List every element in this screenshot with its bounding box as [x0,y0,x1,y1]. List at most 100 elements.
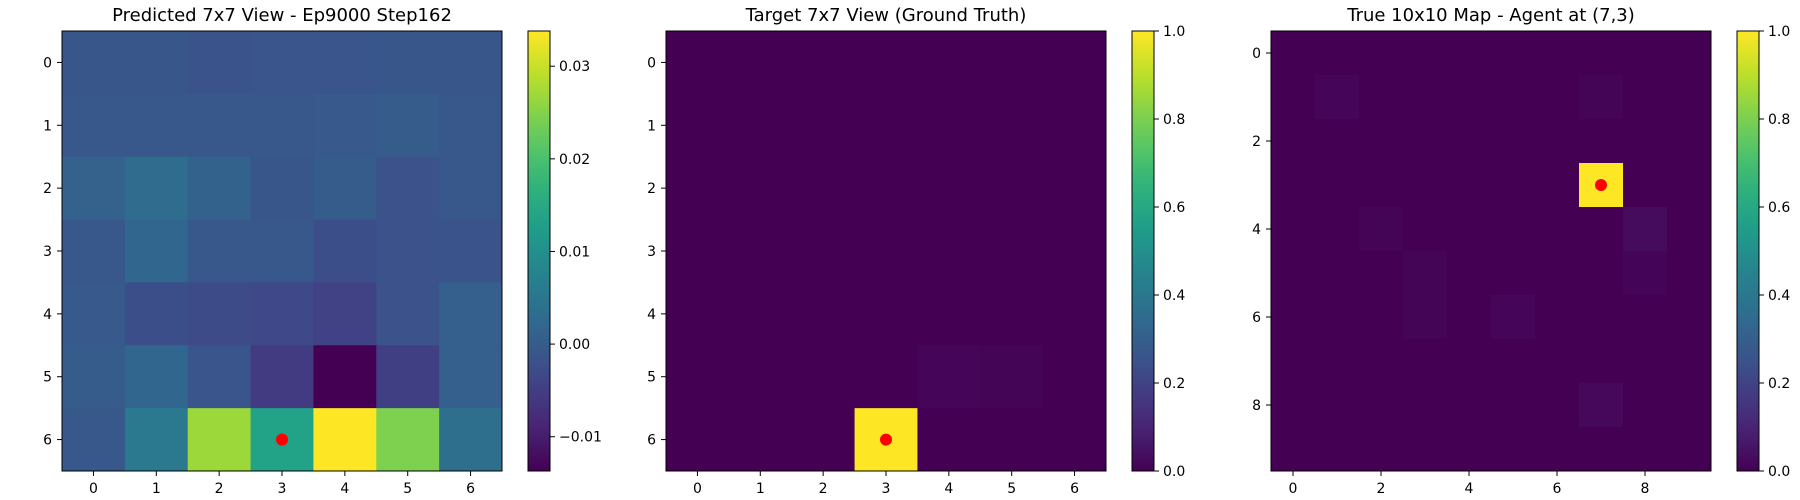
heatmap-cell-r6-c8 [1623,295,1668,340]
heatmap-cell-r3-c5 [1491,163,1536,208]
heatmap-cell-r4-c0 [62,282,126,346]
heatmap-cell-r2-c3 [854,156,918,221]
heatmap-cell-r2-c1 [1315,119,1360,164]
heatmap-cell-r5-c4 [1447,251,1492,296]
heatmap-cell-r3-c1 [728,219,793,283]
heatmap-cell-r8-c6 [1535,383,1580,428]
colorbar-tick-label: 0.00 [559,337,590,353]
heatmap-cell-r0-c6 [439,31,503,95]
heatmap-cell-r6-c0 [62,408,126,472]
heatmap-cell-r0-c1 [728,31,793,95]
heatmap-cell-r6-c2 [187,408,252,472]
y-tick-label: 6 [43,433,52,449]
heatmap-cell-r4-c1 [1315,207,1360,252]
heatmap-cell-r6-c5 [980,408,1044,472]
heatmap-cell-r3-c3 [1403,163,1448,208]
heatmap-cell-r6-c6 [1043,408,1107,472]
axes-frame [1270,30,1712,472]
heatmap-cell-r2-c0 [666,156,730,221]
heatmap-cell-r1-c2 [1359,75,1404,120]
heatmap-cell-r6-c4 [1447,295,1492,340]
heatmap-cell-r1-c3 [854,93,918,158]
y-tick-label: 6 [647,433,656,449]
y-tick-label: 0 [43,55,52,71]
heatmap-cell-r1-c0 [62,93,126,158]
heatmap-cell-r3-c3 [250,219,314,283]
heatmap-cell-r4-c0 [666,282,730,346]
x-tick-label: 2 [215,481,224,497]
heatmap-cell-r5-c2 [187,345,252,409]
heatmap-cell-r2-c3 [1403,119,1448,164]
agent-marker [880,433,892,446]
heatmap-cell-r9-c6 [1535,427,1580,472]
heatmap-cell-r1-c4 [1447,75,1492,120]
heatmap-cell-r7-c5 [1491,339,1536,384]
x-tick-label: 4 [944,481,953,497]
heatmap-cell-r1-c5 [376,93,440,158]
x-tick-label: 0 [89,481,98,497]
y-tick-label: 8 [1252,398,1261,414]
x-tick-label: 6 [466,481,475,497]
heatmap-cell-r3-c4 [313,219,377,283]
heatmap-cell-r1-c0 [1271,75,1316,120]
heatmap-cell-r4-c7 [1579,207,1624,252]
heatmap-cell-r6-c7 [1579,295,1624,340]
heatmap-cell-r1-c3 [250,93,314,158]
heatmap-cell-r3-c2 [791,219,856,283]
heatmap-cell-r3-c6 [1043,219,1107,283]
heatmap-cell-r1-c2 [187,93,252,158]
heatmap-cell-r7-c0 [1271,339,1316,384]
heatmap-cell-r6-c0 [666,408,730,472]
heatmap-cell-r2-c5 [376,156,440,221]
heatmap-cell-r6-c2 [791,408,856,472]
heatmap-cell-r6-c9 [1667,295,1712,340]
heatmap-cell-r1-c1 [1315,75,1360,120]
heatmap-cell-r4-c5 [980,282,1044,346]
heatmap-cell-r9-c5 [1491,427,1536,472]
heatmap-cell-r5-c4 [313,345,377,409]
heatmap-cell-r2-c5 [980,156,1044,221]
colorbar-tick-label: 0.6 [1768,200,1790,216]
heatmap-panel-3: True 10x10 Map - Agent at (7,3) 0 2 4 6 8 0 2 4 6… [1252,5,1790,497]
heatmap-cell-r6-c4 [917,408,981,472]
heatmap-cell-r0-c9 [1667,31,1712,76]
heatmap-cell-r1-c5 [1491,75,1536,120]
heatmap-cell-r5-c0 [666,345,730,409]
chart-title: True 10x10 Map - Agent at (7,3) [1346,5,1635,26]
heatmap-cell-r0-c4 [917,31,981,95]
heatmap-cell-r1-c7 [1579,75,1624,120]
heatmap-cell-r1-c1 [124,93,189,158]
heatmap-cell-r0-c3 [854,31,918,95]
heatmap-cell-r0-c1 [1315,31,1360,76]
y-tick-label: 5 [43,370,52,386]
heatmap-cell-r5-c3 [250,345,314,409]
y-tick-label: 1 [647,118,656,134]
heatmap-cell-r2-c6 [1535,119,1580,164]
heatmap-panel-2: Target 7x7 View (Ground Truth) 0 1 2 3 4 5 6 0 1 2… [647,5,1185,497]
y-tick-label: 6 [1252,310,1261,326]
heatmap-cell-r4-c4 [1447,207,1492,252]
heatmap-cell-r4-c8 [1623,207,1668,252]
heatmap-cell-r2-c4 [313,156,377,221]
heatmap-cell-r3-c5 [376,219,440,283]
colorbar-tick-label: 1.0 [1768,24,1790,40]
y-tick-label: 0 [1252,46,1261,62]
colorbar-tick-label: 0.03 [559,59,590,75]
y-tick-label: 2 [647,181,656,197]
heatmap-cell-r9-c7 [1579,427,1624,472]
heatmap-cell-r3-c0 [666,219,730,283]
y-tick-label: 4 [43,307,52,323]
heatmap-cell-r4-c2 [1359,207,1404,252]
heatmap-cell-r4-c3 [1403,207,1448,252]
heatmap-cell-r8-c1 [1315,383,1360,428]
x-tick-label: 6 [1553,481,1562,497]
heatmap-cell-r0-c7 [1579,31,1624,76]
heatmap-cell-r5-c6 [439,345,503,409]
heatmap-cell-r7-c6 [1535,339,1580,384]
heatmap-cell-r9-c3 [1403,427,1448,472]
agent-marker [1595,179,1607,191]
heatmap-cell-r4-c3 [250,282,314,346]
heatmap-cell-r0-c0 [1271,31,1316,76]
heatmap-cell-r0-c2 [791,31,856,95]
